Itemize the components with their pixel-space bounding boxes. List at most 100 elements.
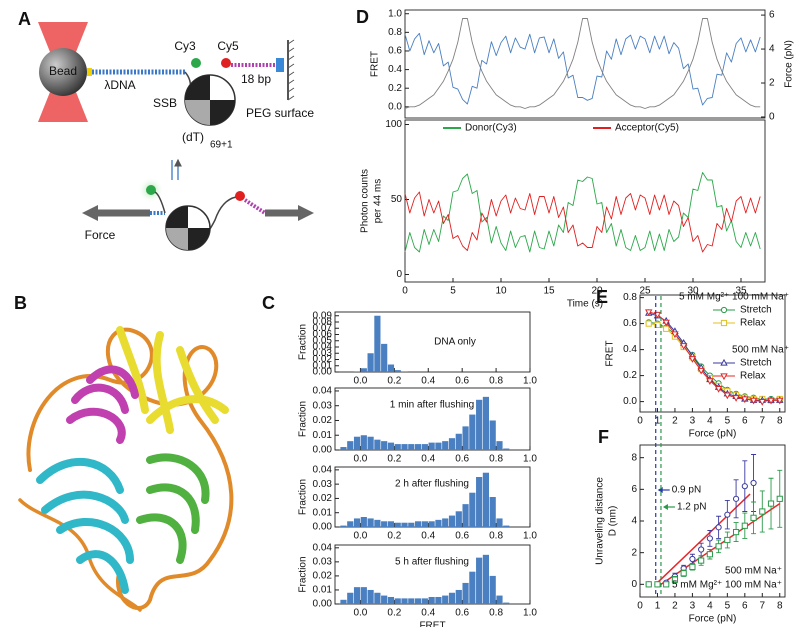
- bar: [360, 435, 367, 450]
- bar: [496, 595, 503, 604]
- bar: [367, 436, 374, 450]
- x-tick-label: 25: [639, 286, 651, 297]
- bar: [340, 447, 347, 450]
- bar: [503, 525, 510, 527]
- bar: [367, 353, 374, 372]
- marker: [767, 397, 775, 405]
- y-axis-label: Fraction: [298, 556, 309, 592]
- x-tick-label: 5: [450, 286, 456, 297]
- x-axis-label: Force (pN): [689, 614, 737, 625]
- bar: [408, 444, 415, 450]
- bar: [381, 441, 388, 450]
- y-tick-label: 0.06: [313, 329, 333, 340]
- ssb-quad: [185, 75, 210, 100]
- annotation-arrow-head: [657, 487, 663, 493]
- x-tick-label: 3: [690, 601, 696, 612]
- y-tick-label: 2: [631, 547, 637, 558]
- x-axis-label: FRET: [419, 621, 445, 627]
- panel-label: C: [262, 293, 275, 313]
- x-tick-label: 0.4: [421, 608, 435, 619]
- bar: [462, 504, 469, 527]
- annotation: 0.9 pN: [672, 485, 701, 496]
- marker: [671, 576, 679, 583]
- label: (dT): [182, 130, 204, 144]
- marker: [720, 373, 728, 381]
- marker: [706, 535, 713, 542]
- ssb-quad: [188, 228, 210, 250]
- y-tick-label: 0.00: [313, 367, 333, 378]
- x-tick-label: 2: [672, 601, 678, 612]
- marker: [654, 581, 661, 588]
- y-tick-label: 0.6: [623, 318, 637, 329]
- y-tick-label: 100: [385, 119, 402, 130]
- series-line: [404, 191, 761, 253]
- y2-tick-label: 6: [769, 10, 775, 21]
- y-tick-label: 0.04: [313, 542, 333, 553]
- series-line: [648, 312, 780, 401]
- marker: [698, 546, 705, 553]
- y-axis-label: Fraction: [298, 401, 309, 437]
- x-tick-label: 0.4: [421, 376, 435, 387]
- series-line: [404, 32, 761, 106]
- bar: [347, 521, 354, 527]
- bar: [482, 554, 490, 604]
- bar: [360, 368, 367, 372]
- bar: [469, 492, 476, 527]
- series-line: [648, 321, 780, 400]
- label: SSB: [153, 96, 177, 110]
- y2-tick-label: 4: [769, 44, 775, 55]
- marker: [758, 399, 766, 406]
- sheet: [136, 453, 210, 564]
- bar: [387, 521, 395, 527]
- y-tick-label: 0.09: [313, 310, 333, 321]
- x-tick-label: 0.4: [421, 531, 435, 542]
- marker: [720, 306, 728, 314]
- bar: [503, 602, 510, 604]
- sheet: [66, 365, 139, 444]
- bar: [381, 343, 388, 372]
- y-tick-label: 0: [631, 579, 637, 590]
- marker: [680, 570, 687, 577]
- y-tick-label: 0.2: [623, 370, 637, 381]
- series-line: [404, 172, 761, 253]
- ssb-quad: [185, 100, 210, 125]
- bar: [496, 441, 503, 450]
- bar: [340, 599, 347, 604]
- cy5-dye: [235, 191, 245, 201]
- marker: [679, 343, 688, 350]
- label: Cy3: [174, 39, 196, 53]
- coil: [18, 498, 142, 612]
- y-tick-label: 0.02: [313, 571, 333, 582]
- marker: [689, 555, 696, 563]
- y-tick-label: 50: [391, 194, 403, 205]
- x-tick-label: 0.6: [455, 608, 469, 619]
- sheet: [116, 326, 229, 434]
- x-tick-label: 1.0: [523, 608, 537, 619]
- legend-label: Acceptor(Cy5): [615, 123, 679, 134]
- bar: [489, 420, 496, 450]
- marker: [706, 551, 713, 558]
- y-tick-label: 0.2: [388, 83, 402, 94]
- x-axis-label: Time (s): [567, 299, 603, 310]
- y-tick-label: 0.04: [313, 342, 333, 353]
- y-axis-label: FRET: [605, 340, 616, 366]
- bar: [421, 444, 428, 450]
- fit-line: [655, 493, 751, 585]
- y2-tick-label: 2: [769, 78, 775, 89]
- annotation: 5 h after flushing: [395, 557, 469, 568]
- bar: [353, 518, 361, 527]
- x-tick-label: 0.0: [353, 531, 367, 542]
- marker: [750, 514, 757, 521]
- bar: [482, 396, 490, 450]
- bar: [374, 592, 381, 604]
- bar: [469, 571, 476, 604]
- x-tick-label: 0.0: [353, 376, 367, 387]
- y-tick-label: 0.03: [313, 400, 333, 411]
- y-tick-label: 0.02: [313, 493, 333, 504]
- bar: [476, 399, 483, 450]
- series-line: [648, 311, 780, 403]
- plot-frame: [639, 294, 786, 413]
- marker: [749, 397, 758, 405]
- x-tick-label: 0: [402, 286, 408, 297]
- legend-label: 5 mM Mg²⁺ 100 mM Na⁺: [672, 580, 782, 591]
